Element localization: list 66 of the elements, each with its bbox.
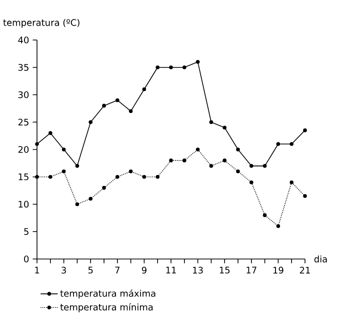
point — [75, 164, 80, 168]
point — [88, 120, 92, 124]
point — [169, 158, 173, 162]
y-tick-label: 15 — [18, 174, 28, 180]
y-tick-label: 40 — [18, 36, 29, 44]
point — [262, 164, 267, 168]
point — [169, 65, 173, 70]
point — [236, 148, 240, 152]
point — [222, 126, 226, 130]
point — [142, 87, 146, 92]
point — [128, 169, 133, 174]
x-tick-label: 5 — [88, 266, 93, 274]
point — [276, 142, 280, 146]
point — [209, 164, 214, 168]
point — [303, 194, 307, 198]
y-axis-title: temperatura (ºC) — [3, 19, 80, 28]
x-tick-label: 1 — [35, 266, 40, 274]
point — [290, 180, 294, 184]
point — [276, 224, 280, 228]
point — [62, 169, 66, 174]
point — [250, 180, 254, 184]
x-tick-label: 7 — [115, 266, 120, 274]
x-tick-label: 13 — [193, 266, 203, 274]
legend-label: temperatura máxima — [60, 289, 156, 299]
y-tick-label: 5 — [24, 228, 28, 235]
point — [290, 142, 294, 146]
y-tick-label: 35 — [18, 64, 28, 71]
point — [116, 174, 120, 179]
point — [236, 169, 240, 174]
x-tick-label: 11 — [166, 266, 176, 274]
x-axis-title: dia — [314, 256, 327, 262]
point — [102, 104, 106, 108]
point — [182, 158, 186, 162]
x-tick-label: 21 — [300, 266, 310, 274]
point — [250, 164, 254, 168]
point — [48, 131, 52, 135]
y-tick-label: 10 — [18, 200, 29, 208]
y-tick-label: 0 — [24, 256, 29, 262]
x-tick-label: 19 — [273, 266, 284, 274]
point — [196, 148, 200, 152]
point — [182, 65, 186, 70]
point — [196, 60, 200, 64]
point — [102, 186, 106, 190]
y-tick-label: 25 — [18, 118, 28, 126]
point — [75, 202, 80, 206]
x-tick-label: 15 — [220, 266, 230, 274]
point — [48, 174, 52, 179]
point — [209, 120, 214, 124]
legend-label: temperatura mínima — [60, 303, 153, 312]
x-tick-label: 17 — [246, 266, 256, 274]
point — [142, 174, 146, 179]
point — [156, 174, 160, 179]
point — [116, 98, 120, 102]
point — [262, 213, 267, 218]
point — [35, 174, 39, 179]
point — [222, 158, 226, 162]
point — [88, 196, 92, 201]
point — [128, 109, 133, 114]
point — [303, 128, 307, 132]
x-tick-label: 3 — [62, 266, 66, 274]
point — [62, 148, 66, 152]
x-tick-label: 9 — [142, 266, 146, 274]
y-tick-label: 20 — [18, 146, 29, 153]
point — [35, 142, 39, 146]
point — [156, 65, 160, 70]
y-tick-label: 30 — [18, 91, 29, 98]
